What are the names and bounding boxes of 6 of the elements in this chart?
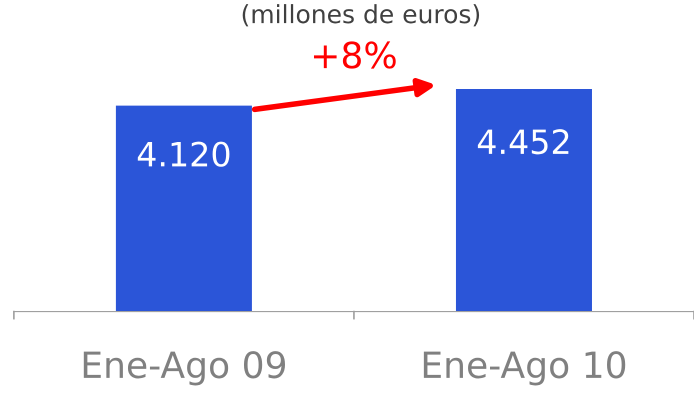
data-label: 4.452 (478, 129, 568, 154)
chart-title: (millones de euros) (242, 4, 480, 26)
text: +8% (314, 41, 396, 69)
x-tick-label: Ene-Ago 09 (84, 351, 286, 386)
x-tick-label: Ene-Ago 10 (424, 351, 626, 386)
data-label: 4.120 (138, 142, 230, 167)
